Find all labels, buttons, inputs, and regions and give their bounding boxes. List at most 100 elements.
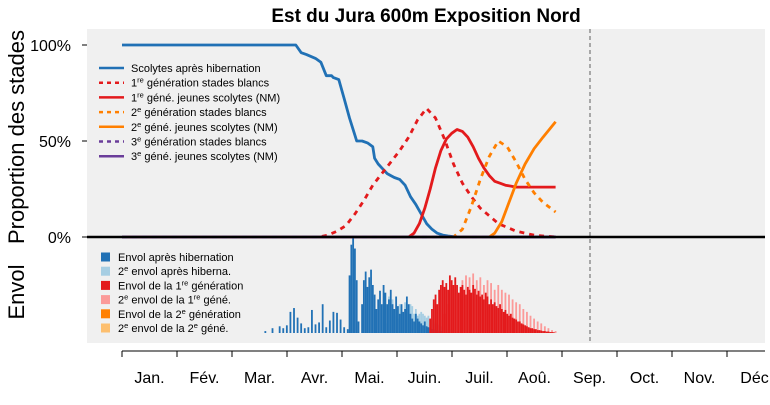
flight-bar-b2 bbox=[547, 331, 550, 333]
flight-bar-b2 bbox=[483, 299, 485, 333]
flight-bar-b0 bbox=[289, 311, 292, 333]
legend-label: 2e envol de la 1re géné. bbox=[118, 292, 231, 307]
x-tick-label: Déc bbox=[740, 370, 768, 387]
flight-bar-b2 bbox=[509, 313, 512, 333]
x-tick-label: Nov. bbox=[684, 370, 716, 387]
flight-bar-b2 bbox=[436, 304, 439, 333]
flight-bar-b2 bbox=[497, 308, 500, 333]
flight-bar-b0 bbox=[343, 327, 346, 333]
flight-bar-b3 bbox=[551, 330, 553, 333]
series-line-s3 bbox=[122, 139, 557, 239]
flight-bar-b2 bbox=[491, 304, 494, 333]
flight-bar-b3 bbox=[547, 328, 550, 333]
flight-bar-b2 bbox=[543, 331, 546, 333]
flight-bar-b2 bbox=[470, 292, 473, 333]
flight-bar-b0 bbox=[264, 331, 267, 333]
flight-bar-b0 bbox=[364, 271, 367, 333]
flight-bar-b1 bbox=[420, 311, 423, 333]
y-tick-label: 50% bbox=[39, 134, 71, 151]
flight-bar-b0 bbox=[357, 321, 360, 333]
flight-bar-b0 bbox=[425, 326, 428, 333]
flight-bar-b2 bbox=[450, 280, 453, 333]
flight-bar-b3 bbox=[543, 326, 546, 333]
flight-bar-b2 bbox=[493, 302, 496, 333]
flight-bar-b3 bbox=[536, 321, 539, 333]
flight-bar-b3 bbox=[518, 304, 521, 333]
flight-bar-b2 bbox=[447, 289, 449, 333]
flight-bar-b0 bbox=[318, 322, 320, 333]
x-tick-label: Mar. bbox=[244, 370, 275, 387]
flight-bar-b2 bbox=[466, 286, 469, 333]
flight-bar-b2 bbox=[499, 304, 501, 333]
legend-label: 2e envol de la 2e géné. bbox=[118, 321, 229, 336]
legend-label: 2e géné. jeunes scolytes (NM) bbox=[131, 119, 278, 134]
flight-bar-b0 bbox=[418, 321, 421, 333]
chart-title: Est du Jura 600m Exposition Nord bbox=[271, 6, 580, 27]
flight-bar-b0 bbox=[293, 308, 295, 333]
flight-bar-b0 bbox=[427, 327, 430, 333]
x-tick-label: Oct. bbox=[630, 370, 659, 387]
flight-bar-b2 bbox=[443, 286, 446, 333]
flight-bar-b0 bbox=[361, 304, 363, 333]
flight-bar-b2 bbox=[502, 311, 505, 333]
legend-label: Envol de la 1re génération bbox=[118, 278, 243, 293]
flight-bar-b0 bbox=[395, 296, 398, 333]
legend-swatch-b5 bbox=[101, 323, 110, 333]
flight-bar-b2 bbox=[518, 321, 521, 333]
flight-bar-b0 bbox=[282, 328, 285, 333]
flight-bar-b2 bbox=[484, 292, 487, 333]
flight-bar-b2 bbox=[527, 327, 530, 333]
flight-bar-b3 bbox=[508, 294, 510, 333]
flight-bar-b0 bbox=[423, 321, 426, 333]
flight-bar-b2 bbox=[465, 294, 467, 333]
flight-bar-b0 bbox=[382, 285, 385, 333]
flight-bar-b2 bbox=[456, 285, 458, 333]
flight-bar-b0 bbox=[285, 325, 288, 333]
flight-bar-b2 bbox=[434, 294, 437, 333]
flight-bar-b2 bbox=[533, 329, 535, 333]
legend-swatch-b3 bbox=[101, 295, 110, 305]
flight-bar-b2 bbox=[538, 330, 541, 333]
flight-bar-b2 bbox=[448, 275, 451, 333]
flight-bar-b2 bbox=[508, 315, 510, 333]
flight-bar-b0 bbox=[389, 289, 392, 333]
flight-bar-b2 bbox=[551, 332, 553, 333]
flight-bar-b0 bbox=[350, 244, 353, 333]
flight-bar-b2 bbox=[522, 324, 525, 333]
flight-bar-b0 bbox=[388, 299, 390, 333]
flight-bar-b0 bbox=[380, 304, 383, 333]
flight-bar-b2 bbox=[486, 296, 489, 333]
flight-bar-b0 bbox=[370, 269, 372, 333]
flight-bar-b0 bbox=[366, 286, 369, 333]
flight-bar-b2 bbox=[475, 294, 478, 333]
flight-bar-b0 bbox=[371, 285, 374, 333]
x-tick-label: Jan. bbox=[134, 370, 164, 387]
flight-bar-b0 bbox=[422, 325, 424, 333]
flight-bar-b0 bbox=[325, 327, 328, 333]
flight-bar-b2 bbox=[481, 294, 484, 333]
flight-bar-b0 bbox=[296, 317, 299, 333]
flight-bar-b0 bbox=[328, 320, 331, 333]
flight-bar-b2 bbox=[540, 330, 543, 333]
flight-bar-b0 bbox=[339, 319, 342, 333]
flight-bar-b0 bbox=[278, 326, 281, 333]
flight-bar-b2 bbox=[488, 304, 491, 333]
flight-bar-b2 bbox=[529, 328, 532, 333]
flight-bar-b2 bbox=[474, 288, 476, 333]
flight-bar-b0 bbox=[307, 327, 310, 333]
series-line-s1 bbox=[122, 107, 556, 239]
flight-bars bbox=[264, 237, 557, 333]
x-tick-label: Juil. bbox=[465, 370, 493, 387]
flight-bar-b0 bbox=[354, 248, 356, 333]
x-tick-label: Sep. bbox=[573, 370, 606, 387]
flight-bar-b2 bbox=[438, 289, 441, 333]
flight-bar-b2 bbox=[504, 309, 507, 333]
flight-bar-b3 bbox=[526, 311, 528, 333]
flight-bar-b0 bbox=[303, 328, 306, 333]
flight-bar-b2 bbox=[552, 332, 555, 333]
flight-bar-b2 bbox=[531, 328, 534, 333]
flight-bar-b2 bbox=[542, 331, 544, 333]
flight-bar-b0 bbox=[300, 323, 303, 333]
flight-bar-b2 bbox=[526, 326, 528, 333]
